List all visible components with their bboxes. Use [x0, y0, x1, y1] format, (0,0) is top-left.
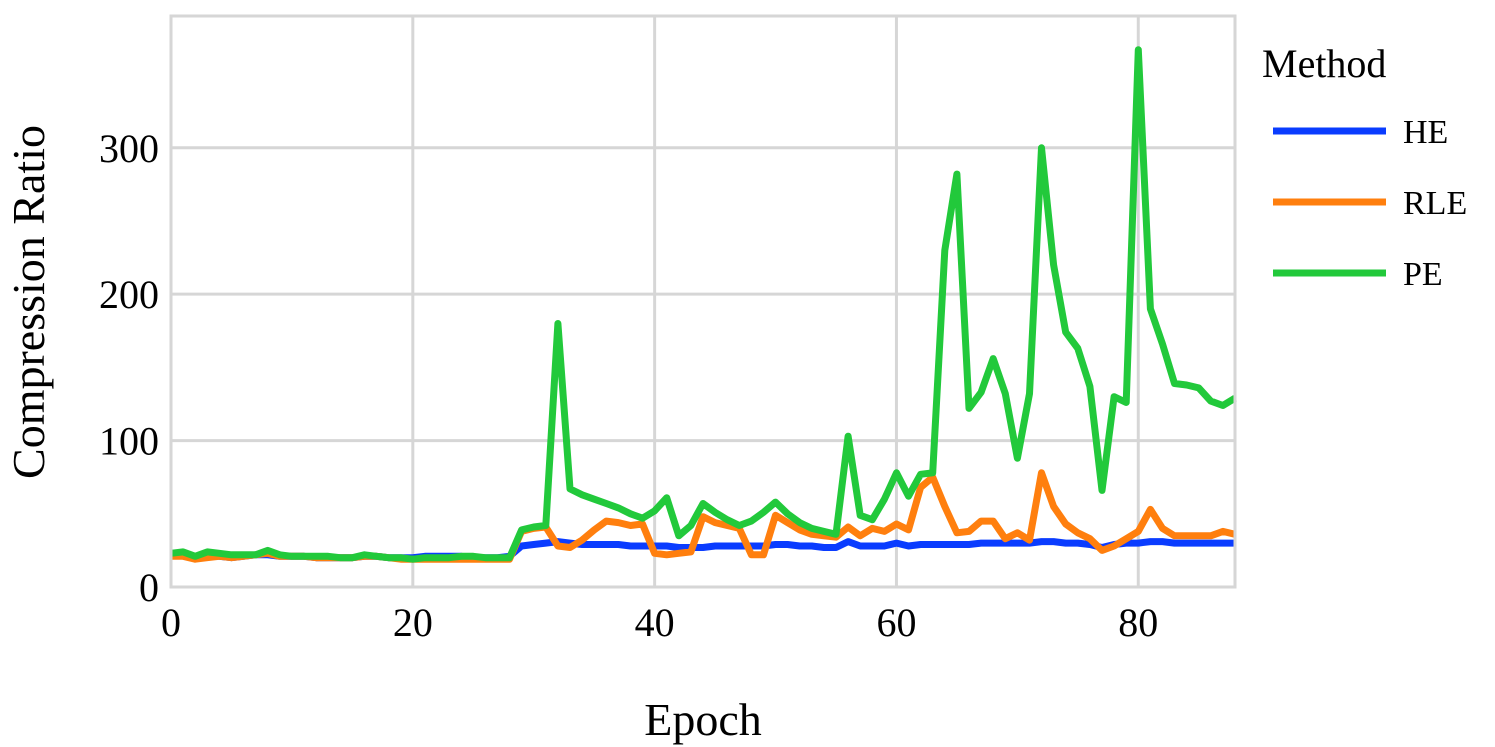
y-tick-label: 0	[139, 565, 159, 610]
series-lines	[170, 46, 1237, 563]
y-tick-label: 200	[99, 272, 159, 317]
y-tick-label: 300	[99, 126, 159, 171]
x-axis-title: Epoch	[644, 694, 762, 745]
legend: Method HE RLE PE	[1262, 41, 1467, 293]
x-tick-label: 80	[1118, 600, 1158, 645]
legend-label-pe: PE	[1403, 256, 1443, 293]
legend-label-rle: RLE	[1403, 185, 1467, 222]
x-tick-label: 0	[161, 600, 181, 645]
y-axis-title: Compression Ratio	[3, 125, 54, 479]
legend-label-he: HE	[1403, 114, 1448, 151]
y-axis-tick-labels: 0 100 200 300	[99, 126, 159, 610]
x-axis-tick-labels: 0 20 40 60 80	[161, 600, 1158, 645]
x-tick-label: 20	[393, 600, 433, 645]
legend-title: Method	[1262, 41, 1386, 86]
x-tick-label: 60	[876, 600, 916, 645]
series-line-pe	[170, 46, 1237, 563]
x-tick-label: 40	[635, 600, 675, 645]
y-tick-label: 100	[99, 419, 159, 464]
plot-frame	[169, 14, 1237, 589]
